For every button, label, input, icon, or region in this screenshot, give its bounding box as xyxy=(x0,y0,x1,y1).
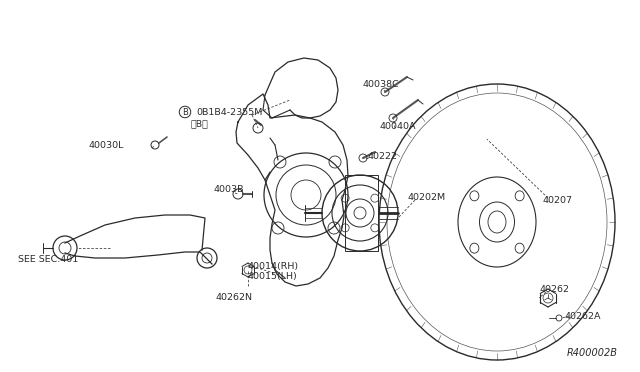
Text: 40014(RH): 40014(RH) xyxy=(248,262,299,271)
Text: 40222: 40222 xyxy=(368,152,398,161)
Text: R400002B: R400002B xyxy=(567,348,618,358)
Text: 〈B〉: 〈B〉 xyxy=(191,119,209,128)
Text: 40015(LH): 40015(LH) xyxy=(248,272,298,281)
Text: 40038C: 40038C xyxy=(363,80,400,89)
Text: 40040A: 40040A xyxy=(380,122,417,131)
Text: 40207: 40207 xyxy=(543,196,573,205)
Text: 40202M: 40202M xyxy=(408,193,446,202)
Text: SEE SEC.401: SEE SEC.401 xyxy=(18,255,78,264)
Text: 40030L: 40030L xyxy=(88,141,124,150)
Text: 40262A: 40262A xyxy=(565,312,602,321)
Text: 40262: 40262 xyxy=(540,285,570,294)
Text: 0B1B4-2355M: 0B1B4-2355M xyxy=(196,108,262,116)
Text: B: B xyxy=(182,108,188,116)
Text: 4003B: 4003B xyxy=(213,185,243,194)
Text: 40262N: 40262N xyxy=(215,293,252,302)
